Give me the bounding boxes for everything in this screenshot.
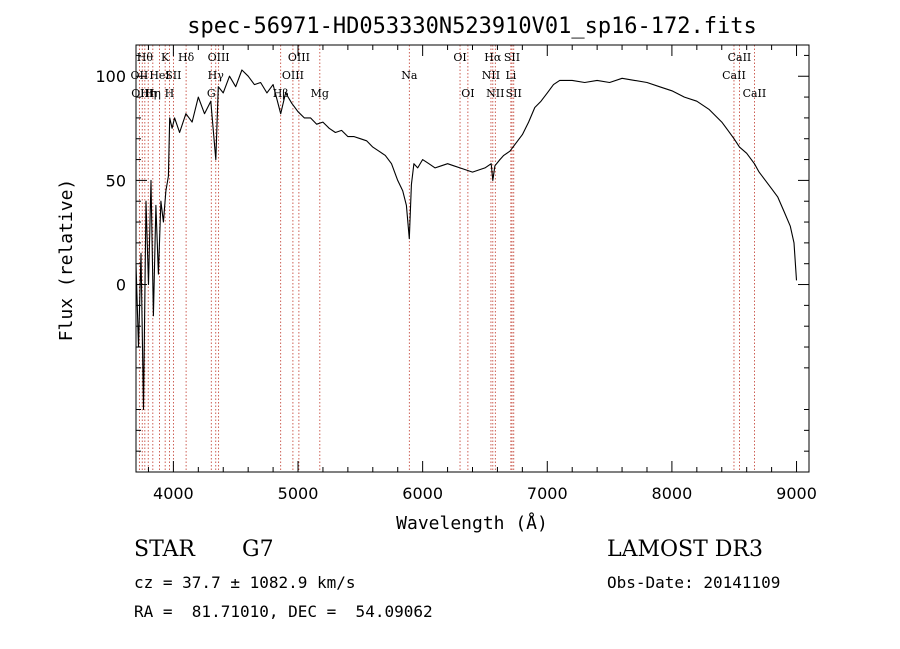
y-axis-label: Flux (relative) (56, 179, 77, 342)
x-tick-label: 7000 (527, 484, 568, 503)
line-marker-label: CaII (743, 87, 767, 100)
survey-name: LAMOST DR3 (607, 537, 763, 562)
line-marker-label: OIII (288, 51, 310, 64)
line-marker-label: OIII (282, 69, 304, 82)
axes: 4000 5000 6000 7000 8000 9000 0 50 100 (95, 45, 817, 503)
x-axis-label: Wavelength (Å) (396, 512, 548, 534)
line-marker-label: SII (506, 87, 522, 100)
x-tick-label: 6000 (402, 484, 443, 503)
y-tick-label: 0 (116, 276, 126, 295)
line-marker-label: OI (461, 87, 474, 100)
line-marker-label: CaII (722, 69, 746, 82)
y-tick-label: 50 (106, 171, 126, 190)
line-marker-label: Hη (145, 87, 161, 100)
y-tick-label: 100 (95, 67, 126, 86)
line-marker-label: SII (504, 51, 520, 64)
line-marker-label: OIII (208, 51, 230, 64)
line-marker-label: K (161, 51, 170, 64)
line-marker-label: Li (505, 69, 516, 82)
line-marker-label: Hγ (208, 69, 225, 82)
x-tick-label: 9000 (776, 484, 817, 503)
line-marker-label: Mg (311, 87, 329, 100)
x-tick-label: 5000 (278, 484, 319, 503)
redshift-cz: cz = 37.7 ± 1082.9 km/s (134, 573, 356, 592)
object-type: STAR (134, 537, 195, 562)
spectrum-line (135, 69, 798, 411)
line-marker-label: H (165, 87, 175, 100)
line-marker-label: CaII (728, 51, 752, 64)
x-tick-label: 4000 (153, 484, 194, 503)
line-marker-label: SII (165, 69, 181, 82)
line-marker-label: Hη (140, 87, 156, 100)
line-marker-label: NII (486, 87, 504, 100)
line-marker-label: OI (453, 51, 466, 64)
line-marker-label: OII (131, 69, 149, 82)
line-marker-label: Hα (484, 51, 502, 64)
emission-line-markers (138, 45, 755, 472)
emission-line-labels: OIIOIIIHθHηHηHeIKHSIIHδGHγOIIIHβOIIIOIII… (131, 51, 767, 100)
line-marker-label: Na (401, 69, 418, 82)
line-marker-label: NII (482, 69, 500, 82)
chart-title: spec-56971-HD053330N523910V01_sp16-172.f… (187, 14, 757, 39)
line-marker-label: Hδ (178, 51, 195, 64)
coordinates: RA = 81.71010, DEC = 54.09062 (134, 602, 433, 621)
observation-date: Obs-Date: 20141109 (607, 573, 781, 592)
spectral-subclass: G7 (242, 537, 274, 562)
x-tick-label: 8000 (652, 484, 693, 503)
line-marker-label: G (207, 87, 216, 100)
line-marker-label: Hθ (137, 51, 154, 64)
line-marker-label: HeI (149, 69, 169, 82)
